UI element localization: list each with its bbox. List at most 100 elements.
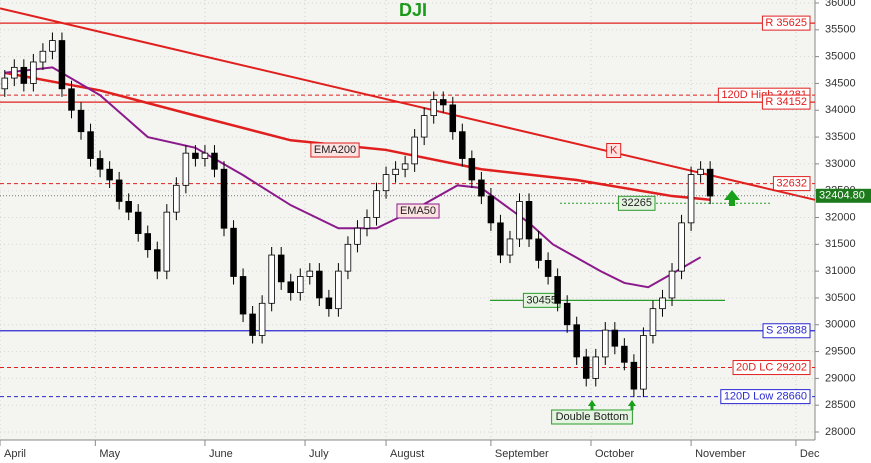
level-label-box (761, 15, 811, 31)
candle-body (125, 201, 132, 213)
up-arrow (588, 400, 596, 410)
moving-average (4, 71, 711, 202)
candle-body (96, 158, 104, 170)
candle-body (249, 313, 256, 336)
y-tick-label: 28500 (825, 399, 856, 411)
candle-body (687, 174, 695, 224)
level-label: R 35625 (765, 17, 807, 29)
candle-body (392, 168, 399, 176)
candle-body (430, 99, 437, 117)
candle-body (306, 270, 314, 277)
candle-body (459, 131, 466, 159)
candle-body (706, 168, 714, 197)
candle-body (87, 131, 94, 159)
y-tick-label: 30000 (825, 319, 856, 331)
candle-body (287, 281, 294, 293)
candle-body (316, 270, 323, 299)
candle-body (544, 259, 552, 277)
candle-body (335, 270, 342, 310)
candle-body (449, 104, 457, 133)
level-label: S 29888 (766, 325, 807, 337)
candle-body (420, 115, 428, 138)
series-label: EMA50 (400, 205, 436, 217)
candle-body (439, 99, 447, 106)
label-box (310, 142, 360, 158)
candle-body (611, 329, 619, 347)
trendline-label: K (610, 144, 618, 156)
level-label-box (762, 323, 811, 339)
up-arrow (724, 190, 740, 206)
y-tick-label: 28000 (825, 426, 856, 438)
candle-body (163, 211, 171, 272)
candle-body (478, 179, 485, 197)
candle-body (77, 109, 85, 133)
candle-body (382, 174, 390, 192)
y-tick-label: 34500 (825, 77, 856, 89)
candle-body (525, 201, 533, 240)
candle-body (592, 356, 600, 379)
y-tick-label: 34000 (825, 104, 856, 116)
candle-body (230, 227, 237, 277)
x-tick-label: April (4, 448, 26, 460)
candle-body (68, 88, 75, 111)
candle-body (401, 163, 409, 170)
candle-body (49, 40, 56, 52)
label-box (396, 203, 440, 219)
candle-body (649, 308, 657, 336)
candle-body (106, 168, 113, 181)
candle-body (39, 50, 47, 63)
x-tick-label: October (595, 448, 634, 460)
candle-body (621, 345, 628, 363)
candle-body (134, 211, 142, 234)
candle-body (20, 66, 28, 84)
level-label: 30455 (526, 294, 557, 306)
y-tick-label: 29500 (825, 345, 856, 357)
candle-body (258, 302, 266, 336)
candle-body (373, 190, 380, 218)
label-box (606, 143, 622, 159)
x-tick-label: July (309, 448, 329, 460)
candle-body (363, 217, 371, 229)
candle-body (268, 254, 275, 304)
y-tick-label: 29000 (825, 372, 856, 384)
candle-body (506, 238, 514, 256)
level-label: R 34152 (765, 96, 807, 108)
candle-body (58, 40, 66, 90)
candle-body (115, 179, 123, 202)
y-tick-label: 31000 (825, 265, 856, 277)
x-tick-label: Dec (800, 448, 820, 460)
x-tick-label: November (695, 448, 746, 460)
trendline (0, 7, 816, 201)
y-axis-area (815, 0, 871, 463)
annotation: Double Bottom (556, 411, 629, 423)
candle-body (144, 233, 152, 251)
candle-body (11, 66, 18, 79)
candle-body (211, 152, 218, 170)
candle-body (554, 276, 561, 304)
level-label-box (761, 94, 811, 110)
arrows (588, 190, 740, 410)
y-tick-label: 33500 (825, 131, 856, 143)
up-arrow (628, 400, 636, 410)
candle-body (516, 201, 523, 240)
candle-body (30, 61, 37, 84)
y-tick-label: 30500 (825, 292, 856, 304)
candle-body (411, 136, 418, 165)
candle-body (535, 238, 542, 261)
level-label: 32265 (621, 197, 652, 209)
level-label-box (732, 360, 811, 376)
candle-body (563, 302, 571, 326)
candle-body (325, 297, 333, 310)
candle-body (1, 77, 9, 90)
candle-body (354, 227, 361, 245)
level-label: 120D Low 28660 (724, 391, 807, 403)
candle-body (468, 158, 476, 181)
x-tick-label: June (209, 448, 233, 460)
candle-body (697, 168, 704, 176)
x-tick-label: September (495, 448, 549, 460)
y-tick-label: 32000 (825, 211, 856, 223)
x-tick-label: August (390, 448, 424, 460)
chart-title: DJI (399, 0, 427, 20)
y-tick-label: 36000 (825, 0, 856, 9)
candle-body (630, 361, 638, 390)
